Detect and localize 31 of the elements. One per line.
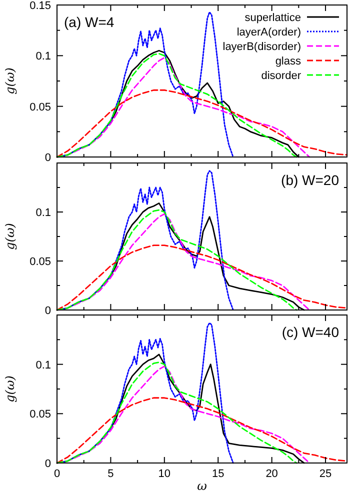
y-axis-title: g(ω) (3, 375, 17, 402)
y-axis-title: g(ω) (3, 222, 17, 250)
x-tick-label: 20 (266, 468, 278, 480)
x-tick-label: 0 (54, 468, 60, 480)
legend-label: layerB(disorder) (222, 41, 301, 53)
y-tick-label: 0.1 (36, 50, 51, 63)
y-axis-title: g(ω) (3, 67, 17, 94)
annotation: (b) W=20 (281, 172, 340, 188)
y-tick-label: 0.1 (36, 359, 51, 372)
y-tick-label: 0 (44, 152, 51, 164)
y-tick-label: 0 (44, 305, 51, 317)
y-tick-label: 0.05 (30, 256, 51, 268)
y-tick-label: 0.1 (36, 207, 51, 219)
x-tick-label: 25 (319, 468, 332, 480)
legend-label: disorder (261, 70, 302, 82)
legend-label: layerA(order) (236, 26, 301, 38)
x-tick-label: 15 (212, 468, 224, 480)
x-tick-label: 5 (108, 468, 114, 480)
y-tick-label: 0.15 (30, 0, 51, 12)
y-tick-label: 0.05 (30, 101, 51, 114)
x-axis-title: ω (197, 479, 208, 492)
y-tick-label: 0.05 (30, 408, 51, 421)
legend-label: glass (275, 56, 302, 68)
annotation: (a) W=4 (64, 14, 114, 30)
legend-label: superlattice (244, 12, 301, 24)
x-tick-label: 10 (158, 468, 171, 480)
annotation: (c) W=40 (282, 324, 340, 340)
line-series (56, 397, 348, 464)
line-series (56, 89, 348, 158)
line-series (56, 244, 348, 311)
y-tick-label: 0 (44, 458, 51, 470)
